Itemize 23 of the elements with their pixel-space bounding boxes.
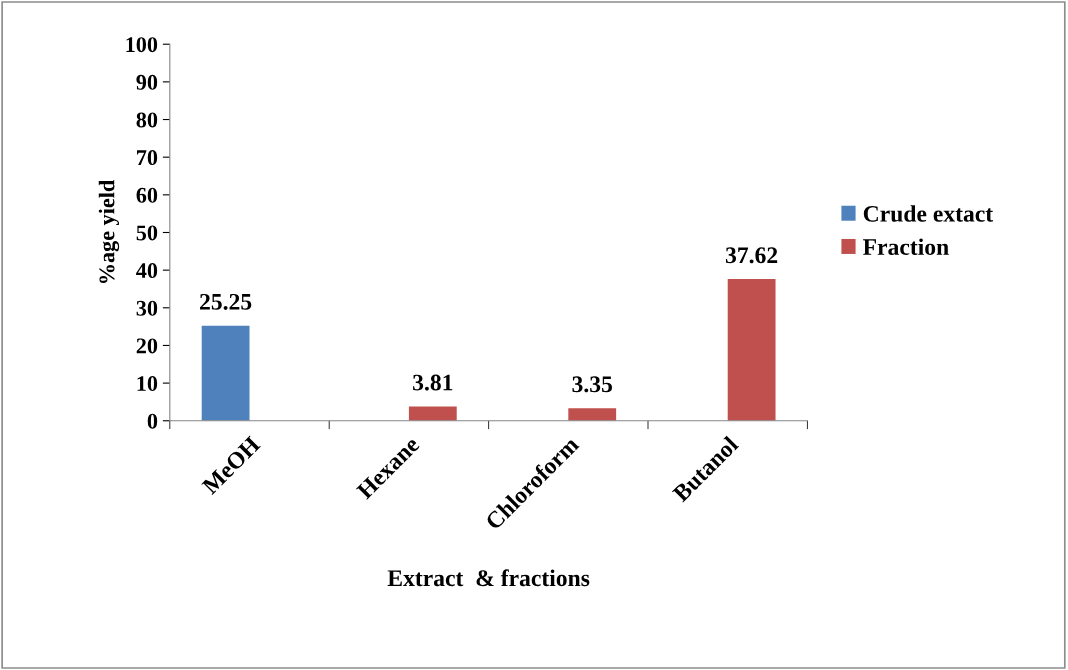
bar [408, 406, 457, 421]
bar [727, 279, 776, 421]
bar [201, 325, 250, 421]
y-tick-label: 60 [136, 187, 158, 203]
y-tick-label: 20 [136, 338, 158, 354]
y-tick-label: 70 [137, 150, 158, 166]
y-axis-title: %age yield [98, 179, 120, 283]
y-tick-label: 90 [136, 74, 158, 90]
y-tick-label: 30 [136, 300, 158, 316]
data-label: 3.81 [413, 374, 453, 391]
legend-label: Crude extact [863, 205, 994, 222]
data-label: 3.35 [572, 376, 613, 393]
y-tick-label: 80 [136, 112, 158, 128]
data-label: 37.62 [725, 247, 778, 264]
y-tick-label: 50 [136, 225, 158, 241]
bar [568, 408, 617, 421]
x-axis-title: Extract & fractions [387, 569, 590, 587]
legend-label: Fraction [863, 238, 949, 256]
y-tick-label: 10 [137, 376, 158, 392]
data-label: 25.25 [200, 293, 252, 310]
y-tick-label: 40 [136, 263, 158, 279]
y-tick-label: 0 [147, 413, 158, 429]
y-tick-label: 100 [126, 37, 158, 53]
